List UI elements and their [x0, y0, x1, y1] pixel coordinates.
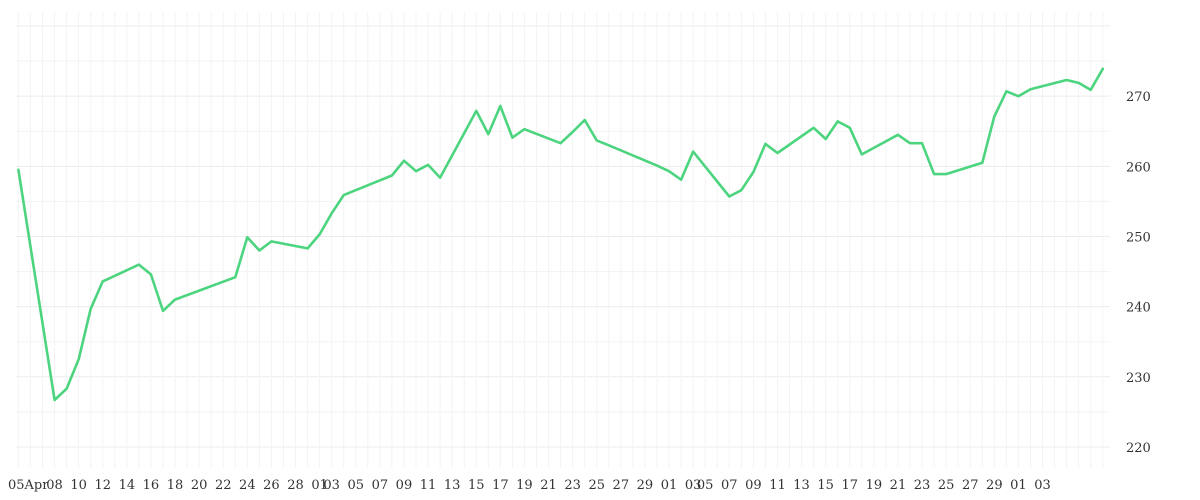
y-tick-label: 260	[1126, 160, 1151, 175]
x-tick-label: 03	[1034, 478, 1051, 493]
x-tick-label: 01	[311, 478, 328, 493]
x-tick-label: 05	[347, 478, 364, 493]
x-tick-label: 29	[986, 478, 1003, 493]
x-tick-label: 01	[661, 478, 678, 493]
y-tick-label: 270	[1126, 90, 1151, 105]
x-tick-label: 25	[588, 478, 605, 493]
y-tick-label: 240	[1126, 301, 1151, 316]
x-tick-label: 19	[516, 478, 533, 493]
x-tick-label: 18	[167, 478, 184, 493]
x-tick-label: 22	[215, 478, 232, 493]
y-axis: 220 230 240 250 260 270	[1126, 90, 1151, 456]
x-tick-label: 08	[46, 478, 63, 493]
x-tick-label: 09	[745, 478, 762, 493]
x-tick-label: 01	[1010, 478, 1027, 493]
grid	[16, 12, 1110, 468]
x-tick-label: 17	[841, 478, 858, 493]
x-tick-label: 21	[540, 478, 557, 493]
x-tick-label: 11	[769, 478, 786, 493]
x-tick-label: 27	[613, 478, 630, 493]
x-tick-label: 17	[492, 478, 509, 493]
x-tick-label: 13	[793, 478, 810, 493]
x-tick-label: 10	[70, 478, 87, 493]
y-tick-label: 250	[1126, 230, 1151, 245]
x-tick-label: 20	[191, 478, 208, 493]
x-tick-label: 23	[564, 478, 581, 493]
x-tick-label: 12	[94, 478, 111, 493]
x-tick-label: 29	[637, 478, 654, 493]
x-tick-label: 14	[119, 478, 136, 493]
x-tick-label: 25	[938, 478, 955, 493]
x-tick-label: 19	[866, 478, 883, 493]
y-tick-label: 220	[1126, 441, 1151, 456]
x-tick-label: 07	[372, 478, 389, 493]
x-tick-label: 16	[143, 478, 160, 493]
series-line	[17, 67, 1105, 402]
x-tick-label: 28	[287, 478, 304, 493]
x-tick-label: 05Apr	[8, 478, 49, 493]
x-tick-label: 21	[890, 478, 907, 493]
x-tick-label: 09	[396, 478, 413, 493]
x-tick-label: 11	[420, 478, 437, 493]
x-tick-label: 03	[685, 478, 702, 493]
y-tick-label: 230	[1126, 371, 1151, 386]
x-tick-label: 13	[444, 478, 461, 493]
x-tick-label: 07	[721, 478, 738, 493]
x-tick-label: 27	[962, 478, 979, 493]
x-tick-label: 26	[263, 478, 280, 493]
x-tick-label: 15	[468, 478, 485, 493]
x-tick-label: 24	[239, 478, 256, 493]
x-tick-label: 15	[817, 478, 834, 493]
x-tick-label: 03	[323, 478, 340, 493]
x-tick-label: 05	[697, 478, 714, 493]
x-tick-label: 23	[914, 478, 931, 493]
series-area	[17, 67, 1105, 402]
